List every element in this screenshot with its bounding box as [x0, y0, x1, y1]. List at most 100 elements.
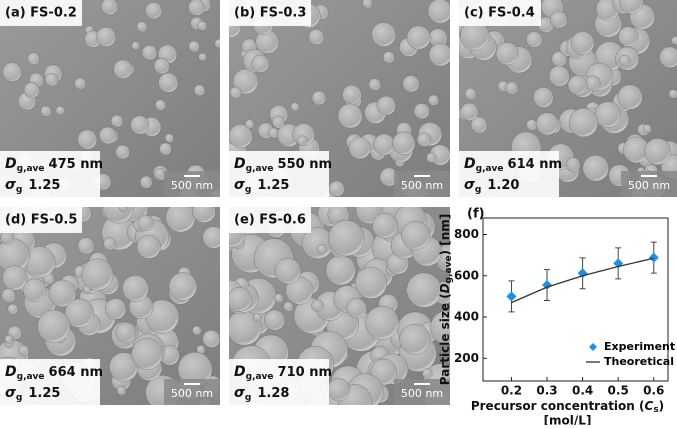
particle	[311, 90, 327, 106]
annotation-sigma: σg 1.25	[5, 385, 60, 403]
particle	[401, 221, 431, 250]
particle	[325, 255, 356, 286]
particle	[348, 136, 371, 160]
particle	[283, 301, 294, 312]
text-part: g,ave	[246, 372, 274, 382]
particle	[311, 299, 324, 312]
particles	[0, 0, 220, 197]
particle	[568, 108, 598, 138]
particle	[193, 84, 206, 96]
panel-label: (e) FS-0.6	[234, 213, 306, 228]
scale-bar-label: 500 nm	[171, 387, 213, 400]
text-part: 614 nm	[508, 157, 562, 172]
particle	[402, 75, 420, 93]
x-axis-label: Precursor concentration (Cs)	[471, 399, 664, 415]
text-part: 1.20	[487, 178, 519, 193]
particle	[101, 0, 119, 15]
particle	[296, 135, 308, 147]
particle	[154, 99, 166, 111]
particle	[115, 144, 130, 160]
particle	[37, 309, 71, 343]
particle	[671, 36, 677, 45]
particle	[165, 207, 196, 233]
particle	[188, 0, 205, 16]
text-part: g,ave	[17, 164, 45, 174]
label-box	[459, 0, 541, 26]
particle	[308, 29, 325, 45]
chart-title: (f)	[467, 207, 485, 222]
particle	[40, 105, 52, 117]
panel-label: (c) FS-0.4	[464, 6, 535, 21]
particle	[533, 87, 554, 108]
particle	[342, 84, 362, 105]
particle	[618, 54, 631, 67]
particle	[245, 119, 255, 129]
particle	[428, 42, 450, 67]
text-part: 1.25	[257, 178, 289, 193]
annotation-d: Dg,ave 664 nm	[5, 364, 103, 382]
particle	[668, 89, 677, 99]
particle	[192, 325, 202, 336]
text-part: σ	[234, 177, 245, 193]
text-part: g	[16, 393, 22, 403]
particle	[328, 180, 345, 197]
panel-label: (b) FS-0.3	[234, 6, 306, 21]
particle	[399, 323, 431, 355]
particle	[229, 86, 242, 99]
text-part: D	[464, 156, 476, 172]
particle	[416, 132, 432, 147]
particle	[118, 207, 128, 212]
particle	[642, 124, 652, 134]
x-tick-label: 0.5	[608, 384, 629, 398]
particle	[131, 338, 163, 370]
text-part: σ	[234, 385, 245, 401]
text-part: D	[5, 364, 17, 380]
particle	[197, 20, 208, 31]
label-box	[229, 207, 311, 233]
text-part: Particle size (	[438, 293, 452, 385]
text-part: D	[438, 283, 452, 293]
particle	[251, 54, 270, 73]
label-box	[0, 207, 82, 233]
particle	[48, 279, 77, 308]
text-part: 1.25	[28, 386, 60, 401]
particle	[122, 275, 149, 302]
annotation-d: Dg,ave 614 nm	[464, 156, 562, 174]
particle	[550, 10, 568, 29]
legend-marker	[589, 343, 597, 351]
text-part: g,ave	[246, 164, 274, 174]
particle	[232, 68, 259, 95]
particle	[74, 77, 87, 90]
particle	[141, 44, 158, 61]
text-part: g	[475, 185, 481, 195]
particle	[158, 72, 179, 93]
y-axis-label: Particle size (Dg,ave) [nm]	[438, 214, 454, 385]
particle	[105, 298, 127, 320]
particle	[406, 272, 442, 308]
particle	[428, 94, 440, 106]
particle	[159, 142, 172, 155]
particle	[252, 312, 262, 322]
particle	[145, 2, 163, 20]
particle	[567, 75, 588, 95]
particle	[505, 81, 519, 95]
annotation-d: Dg,ave 475 nm	[5, 156, 103, 174]
data-point	[577, 268, 588, 279]
particle	[113, 59, 133, 79]
particle	[139, 175, 153, 189]
scale-bar-label: 500 nm	[401, 387, 443, 400]
text-part: 710 nm	[278, 365, 332, 380]
y-tick-label: 600	[454, 268, 479, 282]
particle	[116, 385, 126, 396]
annotation-sigma: σg 1.28	[234, 385, 289, 403]
particle	[271, 115, 285, 129]
particle	[202, 226, 220, 249]
data-point	[648, 252, 659, 263]
particle	[376, 95, 396, 116]
scale-bar-label: 500 nm	[171, 179, 213, 192]
particle	[27, 52, 40, 65]
particle	[470, 116, 488, 134]
particle	[136, 234, 161, 259]
